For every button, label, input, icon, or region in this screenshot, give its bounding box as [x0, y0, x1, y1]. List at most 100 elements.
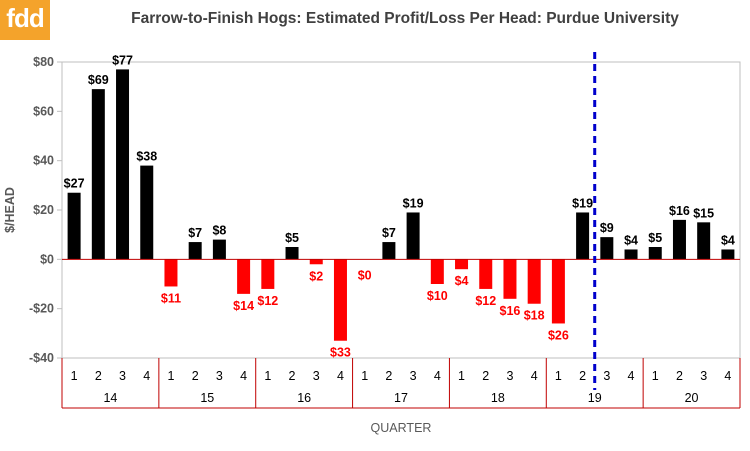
data-label: $27 — [64, 177, 85, 191]
data-label: $33 — [330, 346, 351, 360]
bar — [648, 247, 662, 260]
data-label: $18 — [524, 309, 545, 323]
data-label: $7 — [382, 226, 396, 240]
bar — [237, 259, 251, 294]
bar — [285, 247, 299, 260]
x-tick-label: 3 — [119, 369, 126, 383]
bar — [479, 259, 493, 289]
year-label: 17 — [394, 391, 408, 405]
data-label: $5 — [285, 231, 299, 245]
data-label: $69 — [88, 73, 109, 87]
bar — [430, 259, 444, 284]
bar — [382, 242, 396, 260]
x-tick-label: 4 — [337, 369, 344, 383]
bar — [697, 222, 711, 260]
data-label: $19 — [572, 196, 593, 210]
x-tick-label: 4 — [240, 369, 247, 383]
data-label: $10 — [427, 289, 448, 303]
bar — [600, 237, 614, 260]
data-label: $11 — [161, 291, 181, 305]
data-label: $8 — [212, 224, 226, 238]
bar — [672, 219, 686, 260]
data-label: $19 — [403, 196, 424, 210]
x-tick-label: 2 — [482, 369, 489, 383]
bar — [188, 242, 202, 260]
bar — [455, 259, 469, 270]
year-label: 18 — [491, 391, 505, 405]
bar — [576, 212, 590, 260]
data-label: $12 — [257, 294, 278, 308]
x-tick-label: 3 — [603, 369, 610, 383]
x-axis-title: QUARTER — [371, 421, 432, 435]
y-tick-label: -$20 — [29, 302, 54, 316]
year-label: 16 — [297, 391, 311, 405]
data-label: $4 — [455, 274, 469, 288]
x-tick-label: 3 — [506, 369, 513, 383]
data-label: $16 — [669, 204, 690, 218]
bar — [333, 259, 347, 341]
x-tick-label: 1 — [555, 369, 562, 383]
y-tick-label: $60 — [33, 104, 54, 118]
data-label: $7 — [188, 226, 202, 240]
data-label: $15 — [693, 206, 714, 220]
x-tick-label: 2 — [579, 369, 586, 383]
bar — [551, 259, 565, 324]
x-tick-label: 3 — [700, 369, 707, 383]
y-axis-title: $/HEAD — [3, 187, 17, 233]
x-tick-label: 4 — [434, 369, 441, 383]
bar — [527, 259, 541, 304]
x-tick-label: 1 — [458, 369, 465, 383]
data-label: $4 — [624, 233, 638, 247]
bar — [406, 212, 420, 260]
year-label: 20 — [685, 391, 699, 405]
data-label: $77 — [112, 53, 133, 67]
x-tick-label: 2 — [385, 369, 392, 383]
data-label: $0 — [358, 268, 372, 282]
y-tick-label: $20 — [33, 203, 54, 217]
x-tick-label: 4 — [724, 369, 731, 383]
chart-title: Farrow-to-Finish Hogs: Estimated Profit/… — [131, 10, 679, 27]
x-tick-label: 1 — [361, 369, 368, 383]
y-tick-label: $0 — [40, 252, 54, 266]
data-label: $5 — [648, 231, 662, 245]
bar — [309, 259, 323, 265]
data-label: $2 — [309, 269, 323, 283]
x-tick-label: 2 — [676, 369, 683, 383]
x-tick-label: 3 — [410, 369, 417, 383]
x-tick-label: 4 — [531, 369, 538, 383]
data-label: $12 — [475, 294, 496, 308]
data-label: $14 — [233, 299, 254, 313]
x-tick-label: 1 — [71, 369, 78, 383]
bar — [261, 259, 275, 289]
bar — [67, 192, 81, 260]
bar — [116, 69, 130, 260]
data-label: $16 — [500, 304, 521, 318]
plot-area — [61, 61, 741, 359]
x-tick-label: 3 — [313, 369, 320, 383]
fdd-logo: fdd — [0, 0, 50, 40]
data-label: $9 — [600, 221, 614, 235]
data-label: $4 — [721, 233, 735, 247]
x-tick-label: 2 — [289, 369, 296, 383]
data-label: $38 — [136, 150, 157, 164]
bar — [164, 259, 178, 287]
bar — [212, 239, 226, 260]
y-tick-label: -$40 — [29, 351, 54, 365]
y-tick-label: $40 — [33, 154, 54, 168]
logo-text: fdd — [6, 3, 44, 33]
x-tick-label: 1 — [652, 369, 659, 383]
x-tick-label: 4 — [628, 369, 635, 383]
x-tick-label: 4 — [143, 369, 150, 383]
x-tick-label: 1 — [264, 369, 271, 383]
x-tick-label: 2 — [192, 369, 199, 383]
x-tick-label: 1 — [167, 369, 174, 383]
data-label: $26 — [548, 328, 569, 342]
year-label: 19 — [588, 391, 602, 405]
bar — [503, 259, 517, 299]
x-tick-label: 2 — [95, 369, 102, 383]
bar — [721, 249, 735, 260]
x-tick-label: 3 — [216, 369, 223, 383]
bar — [91, 89, 105, 260]
